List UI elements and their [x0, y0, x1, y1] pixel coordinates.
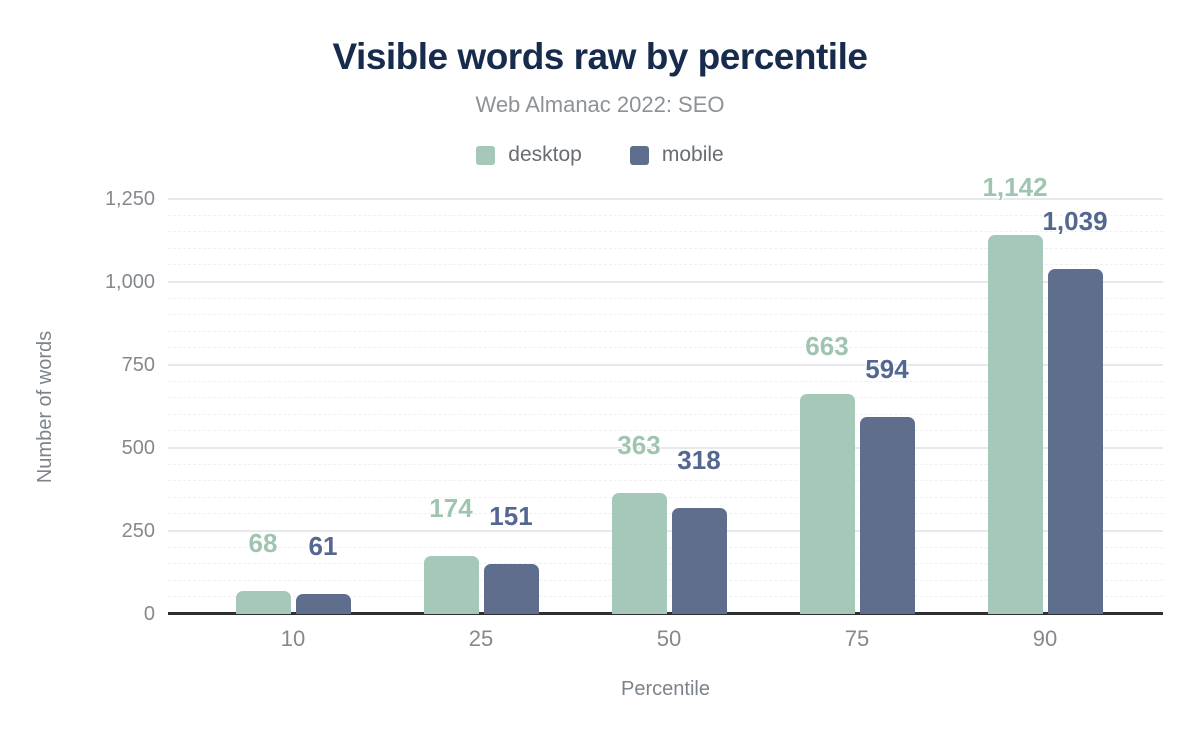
x-tick-25: 25	[468, 626, 494, 651]
x-tick-50: 50	[656, 626, 682, 651]
legend-item-mobile[interactable]: mobile	[629, 143, 724, 167]
bar-group-75: 663 594	[799, 330, 915, 614]
bar-desktop-50[interactable]	[611, 493, 667, 614]
legend: desktop mobile	[30, 143, 1170, 167]
bar-value-desktop-25: 174	[429, 493, 473, 524]
bar-mobile-75[interactable]	[859, 416, 915, 614]
x-tick-75: 75	[844, 626, 870, 651]
bar-value-mobile-90: 1,039	[1042, 206, 1108, 237]
bar-column-desktop-10: 68	[235, 528, 291, 614]
y-tick-1,000: 1,000	[104, 271, 155, 293]
x-tick-10: 10	[280, 626, 306, 651]
y-tick-500: 500	[121, 437, 155, 459]
bar-mobile-90[interactable]	[1047, 269, 1103, 614]
bar-desktop-75[interactable]	[799, 393, 855, 614]
bar-column-mobile-50: 318	[671, 445, 727, 614]
legend-item-desktop[interactable]: desktop	[476, 143, 582, 167]
bar-column-desktop-90: 1,142	[982, 174, 1048, 614]
bar-group-10: 68 61	[235, 528, 351, 614]
x-axis-title: Percentile	[621, 678, 710, 700]
bar-desktop-10[interactable]	[235, 591, 291, 614]
bar-value-mobile-25: 151	[489, 500, 533, 531]
y-tick-1,250: 1,250	[104, 188, 155, 210]
plot-area: 68 61 174 151 363 318 663 594 1,142 1,039	[168, 174, 1163, 615]
bar-mobile-25[interactable]	[483, 563, 539, 614]
bar-value-mobile-50: 318	[677, 445, 721, 476]
bar-group-25: 174 151	[423, 493, 539, 614]
legend-swatch-desktop-icon	[476, 145, 496, 165]
bar-desktop-25[interactable]	[423, 556, 479, 614]
bar-value-desktop-90: 1,142	[982, 171, 1048, 202]
legend-label-mobile: mobile	[661, 143, 724, 166]
chart-title: Visible words raw by percentile	[332, 36, 868, 77]
bar-value-desktop-50: 363	[617, 430, 661, 461]
legend-label-desktop: desktop	[508, 143, 582, 166]
bar-column-desktop-75: 663	[799, 330, 855, 614]
legend-swatch-mobile-icon	[629, 145, 649, 165]
bar-column-mobile-10: 61	[295, 530, 351, 614]
y-axis-title: Number of words	[34, 330, 56, 484]
chart-subtitle: Web Almanac 2022: SEO	[475, 92, 725, 117]
bar-column-desktop-25: 174	[423, 493, 479, 614]
bar-desktop-90[interactable]	[987, 234, 1043, 614]
y-tick-750: 750	[121, 354, 155, 376]
bar-group-90: 1,142 1,039	[982, 174, 1108, 614]
bar-column-mobile-90: 1,039	[1042, 208, 1108, 614]
bar-group-50: 363 318	[611, 430, 727, 614]
y-tick-250: 250	[121, 520, 155, 542]
x-tick-90: 90	[1032, 626, 1058, 651]
y-tick-0: 0	[143, 603, 155, 625]
bar-column-mobile-75: 594	[859, 353, 915, 614]
bar-value-mobile-10: 61	[308, 530, 338, 561]
bar-value-desktop-10: 68	[248, 528, 278, 559]
bar-value-desktop-75: 663	[805, 330, 849, 361]
bar-column-desktop-50: 363	[611, 430, 667, 614]
bar-mobile-50[interactable]	[671, 508, 727, 614]
bar-column-mobile-25: 151	[483, 500, 539, 614]
bar-mobile-10[interactable]	[295, 593, 351, 614]
bar-value-mobile-75: 594	[865, 353, 909, 384]
